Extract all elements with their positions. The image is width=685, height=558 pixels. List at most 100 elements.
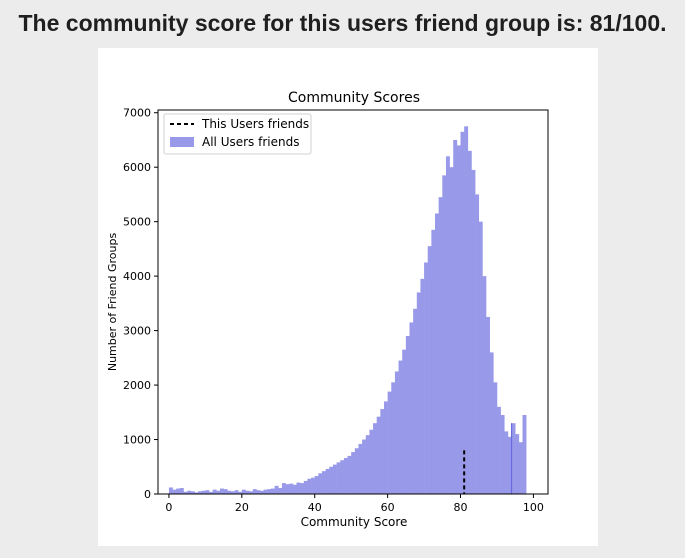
histogram-bar	[234, 490, 239, 494]
histogram-bar	[318, 473, 323, 494]
legend-label-all-users: All Users friends	[202, 135, 299, 149]
histogram-bar	[435, 213, 439, 495]
histogram-bar	[449, 167, 454, 494]
histogram-bar	[292, 484, 297, 494]
histogram-bar	[241, 489, 246, 494]
histogram-bar	[267, 489, 272, 494]
y-tick-label: 4000	[123, 270, 151, 283]
histogram-bar	[325, 468, 330, 494]
histogram-bar	[493, 382, 498, 494]
histogram-bar	[438, 197, 443, 494]
histogram-bar	[398, 360, 403, 494]
histogram-bar	[343, 458, 348, 494]
histogram-bar	[172, 489, 177, 494]
histogram-bar	[190, 491, 195, 494]
axes-frame	[157, 109, 549, 495]
histogram-bar	[518, 442, 523, 494]
histogram-bar	[456, 145, 461, 494]
histogram-bar	[322, 471, 326, 494]
histogram-bar	[496, 406, 501, 494]
histogram-bar	[176, 488, 181, 494]
y-axis-ticks: 0 1000 2000 3000 4000 5000 6000 7000	[123, 107, 158, 501]
histogram-bar	[201, 490, 206, 494]
chart-card: 0 1000 2000 3000 4000 5000 6000 7000 0 20 40 60 80 1…	[98, 48, 598, 546]
histogram-bar	[478, 221, 483, 494]
histogram-bar	[383, 401, 388, 494]
histogram-bar	[365, 435, 370, 494]
legend: This Users friends All Users friends	[163, 113, 312, 155]
histogram-bar	[515, 434, 520, 494]
histogram-bar	[245, 490, 250, 494]
histogram-bar	[486, 316, 490, 494]
x-axis-ticks: 0 20 40 60 80 100	[165, 494, 544, 514]
histogram-bar	[511, 423, 516, 494]
histogram-bar	[420, 278, 425, 494]
histogram-bar	[187, 490, 192, 494]
legend-box	[163, 113, 312, 155]
histogram-bar	[373, 423, 377, 494]
histogram-bar	[311, 477, 316, 494]
histogram-bar	[362, 439, 367, 494]
histogram-bar	[376, 416, 381, 494]
histogram-bar	[467, 150, 472, 494]
y-tick-label: 0	[144, 488, 151, 501]
y-tick-label: 7000	[123, 107, 151, 120]
histogram-bars	[168, 126, 527, 495]
histogram-bar	[354, 448, 359, 494]
histogram-bar	[460, 131, 465, 494]
histogram-bar	[168, 487, 173, 494]
histogram-bar	[238, 491, 243, 494]
histogram-bar	[179, 488, 184, 494]
x-tick-label: 40	[308, 501, 322, 514]
histogram-bar	[416, 292, 421, 494]
histogram-bar	[274, 485, 279, 494]
histogram-bar	[260, 490, 264, 494]
histogram-bar	[227, 490, 232, 494]
histogram-bar	[270, 488, 275, 494]
histogram-bar	[289, 483, 294, 494]
x-axis-label: Community Score	[301, 515, 408, 529]
histogram-bar	[263, 489, 268, 494]
histogram-bar	[424, 262, 429, 494]
histogram-bar	[431, 229, 436, 494]
histogram-bar	[387, 391, 392, 494]
histogram-bar	[278, 488, 283, 494]
histogram-bar	[285, 484, 290, 494]
histogram-bar	[442, 175, 447, 495]
histogram-bar	[249, 491, 254, 494]
histogram-bar	[212, 489, 217, 494]
x-tick-label: 20	[235, 501, 249, 514]
histogram-bar	[209, 491, 213, 494]
histogram-bar	[413, 308, 418, 494]
x-tick-label: 0	[165, 501, 172, 514]
histogram-bar	[296, 482, 301, 494]
histogram-bar	[409, 322, 414, 494]
histogram-bar	[329, 466, 334, 494]
histogram-bar	[256, 490, 261, 494]
histogram-bar	[194, 492, 199, 494]
histogram-bar	[445, 156, 450, 495]
y-tick-label: 2000	[123, 379, 151, 392]
histogram-bar	[471, 169, 476, 494]
histogram-bar	[216, 490, 221, 494]
x-tick-label: 100	[523, 501, 544, 514]
histogram-bar	[230, 491, 235, 494]
histogram-bar	[281, 483, 286, 494]
histogram-bar	[332, 464, 337, 494]
histogram-bar	[340, 460, 345, 494]
histogram-bar	[464, 126, 469, 494]
x-tick-label: 80	[454, 501, 468, 514]
legend-fill-swatch	[170, 137, 194, 147]
histogram-bar	[205, 490, 210, 494]
histogram-bar	[351, 452, 356, 494]
histogram-bar	[358, 443, 363, 494]
community-score-chart: 0 1000 2000 3000 4000 5000 6000 7000 0 20 40 60 80 1…	[106, 90, 549, 529]
histogram-bar	[380, 409, 385, 494]
histogram-bar	[507, 436, 512, 494]
histogram-bar	[391, 382, 396, 494]
histogram-bar	[303, 480, 308, 494]
histogram-bar	[198, 491, 203, 494]
histogram-bar	[307, 478, 312, 494]
histogram-bar	[402, 349, 407, 494]
histogram-bar	[453, 139, 458, 494]
